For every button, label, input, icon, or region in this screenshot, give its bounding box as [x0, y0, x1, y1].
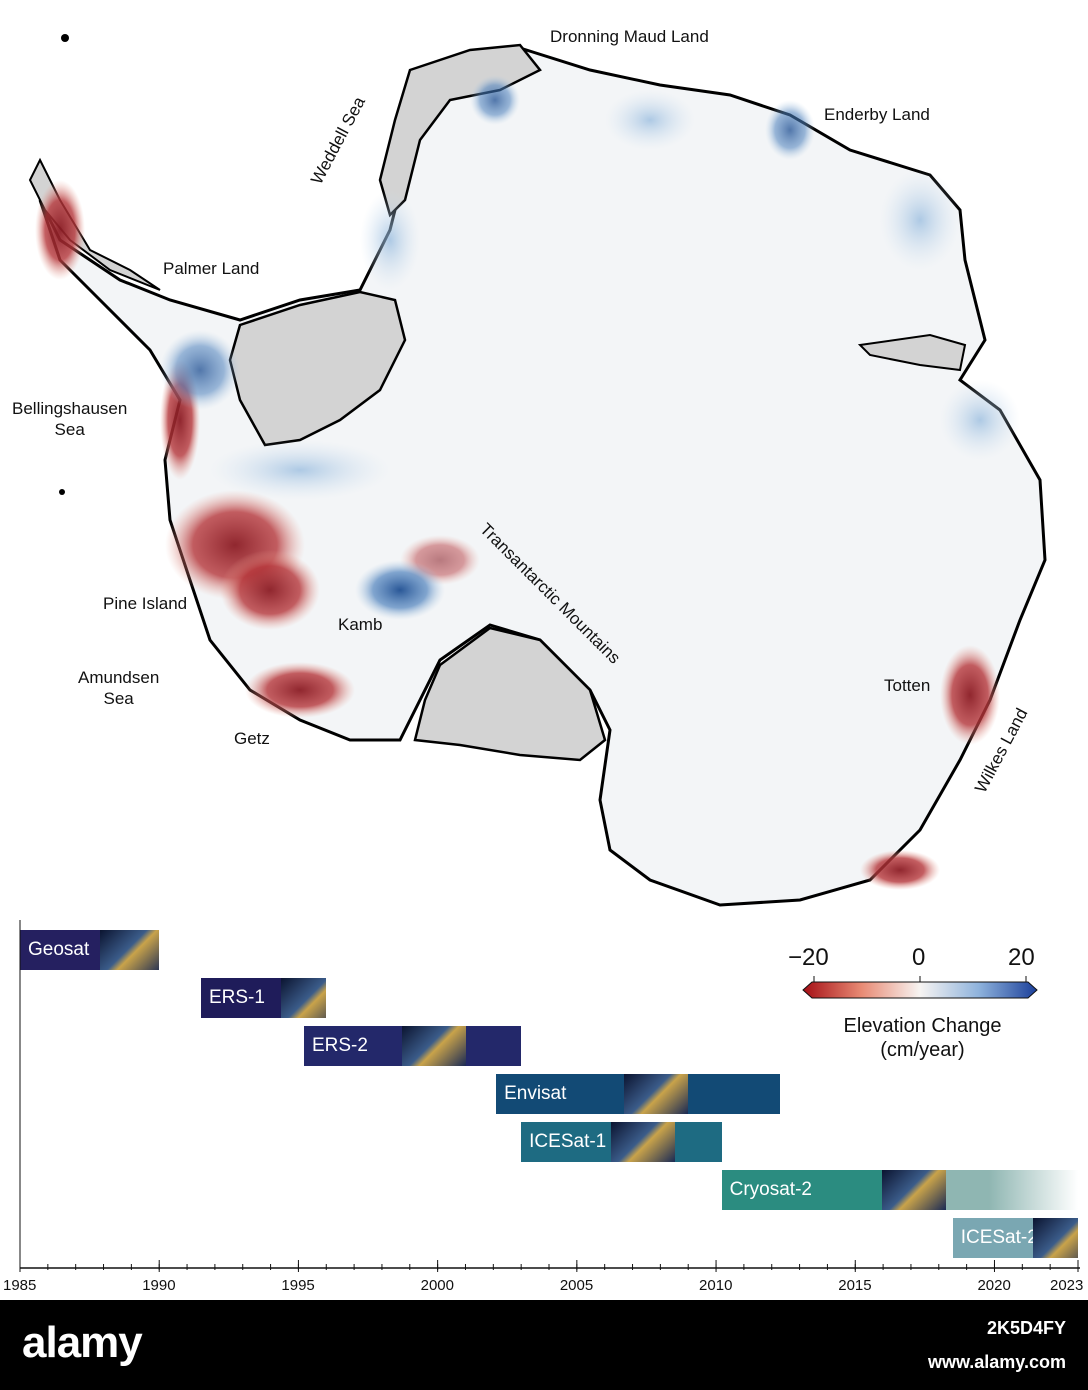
- figure: Dronning Maud Land Weddell Sea Enderby L…: [3, 27, 1084, 1294]
- label-palmer-land: Palmer Land: [163, 259, 260, 278]
- kamb-gain: [355, 560, 445, 620]
- axis-tick-label: 2000: [420, 1277, 454, 1294]
- mission-bar-icesat-1: ICESat-1: [521, 1122, 722, 1162]
- axis-tick-label: 2020: [977, 1277, 1011, 1294]
- wilkes-loss: [860, 850, 940, 890]
- axis-tick-label: 2005: [559, 1277, 594, 1294]
- label-getz: Getz: [234, 729, 270, 748]
- satellite-thumbnail: [881, 1170, 946, 1210]
- island: [59, 489, 65, 495]
- label-dronning-maud-land: Dronning Maud Land: [550, 27, 709, 46]
- label-bellingshausen-sea: Bellingshausen Sea: [12, 399, 128, 439]
- label-amundsen-sea: Amundsen Sea: [78, 668, 160, 708]
- totten-loss: [940, 645, 1000, 745]
- axis-tick-label: 1985: [3, 1277, 37, 1294]
- watermark-footer: alamy 2K5D4FY www.alamy.com: [0, 1300, 1088, 1390]
- mission-bar-envisat: Envisat: [496, 1074, 781, 1114]
- east-coast-gain: [880, 170, 960, 270]
- colorbar-tick-min: −20: [788, 944, 829, 971]
- dml-gain-2: [605, 90, 695, 150]
- mission-bar-geosat: Geosat: [20, 930, 160, 970]
- mission-bar-ers-1: ERS-1: [200, 978, 327, 1018]
- axis-tick-label: 1995: [281, 1277, 315, 1294]
- axis-tick-label: 2015: [838, 1277, 872, 1294]
- label-totten: Totten: [884, 676, 931, 695]
- mission-bar-icesat-2: ICESat-2: [952, 1218, 1078, 1258]
- island: [61, 34, 69, 42]
- enderby-gain: [765, 100, 815, 160]
- colorbar: −20 0 20 Elevation Change (cm/year): [788, 940, 1050, 1070]
- colorbar-ramp: [802, 981, 1038, 999]
- satellite-thumbnail: [623, 1074, 688, 1114]
- satellite-thumbnail: [100, 930, 160, 970]
- colorbar-svg: [802, 976, 1038, 999]
- colorbar-tick-max: 20: [1008, 944, 1035, 971]
- alamy-logo: alamy: [22, 1318, 143, 1367]
- footer-url: www.alamy.com: [927, 1352, 1066, 1372]
- colorbar-unit: (cm/year): [880, 1039, 965, 1061]
- wilkes-gain: [940, 380, 1020, 460]
- axis-tick-label: 2023: [1050, 1277, 1084, 1294]
- mission-bar-cryosat-2: Cryosat-2: [721, 1170, 1078, 1210]
- mission-bar-ers-2: ERS-2: [303, 1026, 522, 1066]
- satellite-thumbnail: [401, 1026, 466, 1066]
- timeline-axis: [19, 920, 1080, 1272]
- colorbar-tick-zero: 0: [912, 944, 926, 971]
- peninsula-loss: [35, 180, 85, 280]
- colorbar-title: Elevation Change: [843, 1015, 1002, 1037]
- image-id: 2K5D4FY: [986, 1318, 1066, 1338]
- label-enderby-land: Enderby Land: [824, 105, 930, 124]
- getz-loss: [245, 662, 355, 718]
- antarctica-map: [28, 34, 1047, 907]
- axis-tick-label: 2010: [699, 1277, 733, 1294]
- ice-sheet: [38, 46, 1047, 907]
- label-pine-island: Pine Island: [103, 594, 188, 613]
- ronne-ice-shelf: [228, 290, 407, 447]
- ross-ice-shelf: [413, 626, 607, 762]
- label-kamb: Kamb: [338, 615, 383, 634]
- amery-ice-shelf: [857, 333, 967, 372]
- dml-gain-1: [470, 75, 520, 125]
- west-interior-gain: [210, 440, 390, 500]
- weddell-gain: [360, 190, 420, 290]
- satellite-thumbnail: [280, 978, 327, 1018]
- thwaites-loss: [220, 550, 320, 630]
- palmer-gain: [160, 330, 240, 410]
- axis-tick-label: 1990: [142, 1277, 176, 1294]
- satellite-thumbnail: [1032, 1218, 1078, 1258]
- satellite-thumbnail: [611, 1122, 676, 1162]
